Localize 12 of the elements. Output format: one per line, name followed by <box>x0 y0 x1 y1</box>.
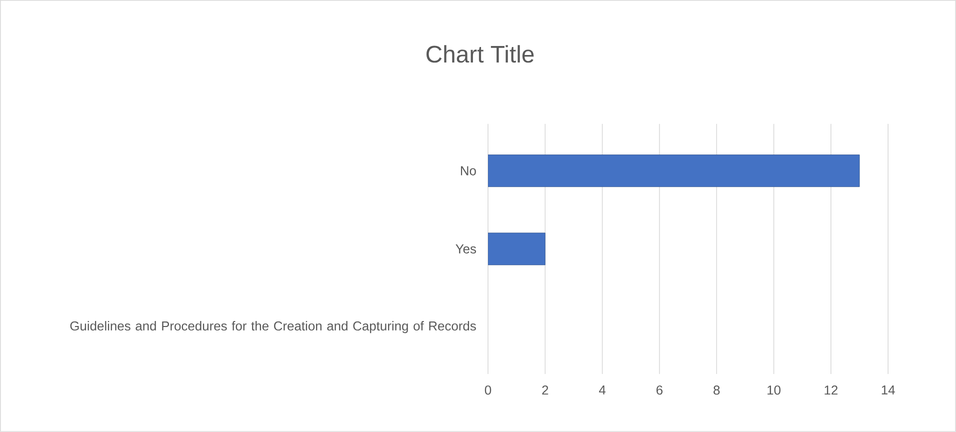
x-tick-label: 10 <box>768 386 780 395</box>
y-tick-label: Yes <box>456 244 476 254</box>
x-tick-label: 14 <box>882 386 895 394</box>
x-tick-label: 8 <box>714 386 720 395</box>
chart-title: Chart Title <box>426 45 534 63</box>
x-tick-label: 2 <box>542 386 548 395</box>
y-tick-label: No <box>460 166 476 176</box>
x-tick-label: 6 <box>656 386 663 395</box>
x-tick-label: 4 <box>599 386 606 394</box>
x-tick-label: 0 <box>484 386 492 395</box>
y-tick-label: Guidelines and Procedures for the Creation and Capturing of Records <box>70 321 476 334</box>
x-tick-label: 12 <box>824 386 838 395</box>
